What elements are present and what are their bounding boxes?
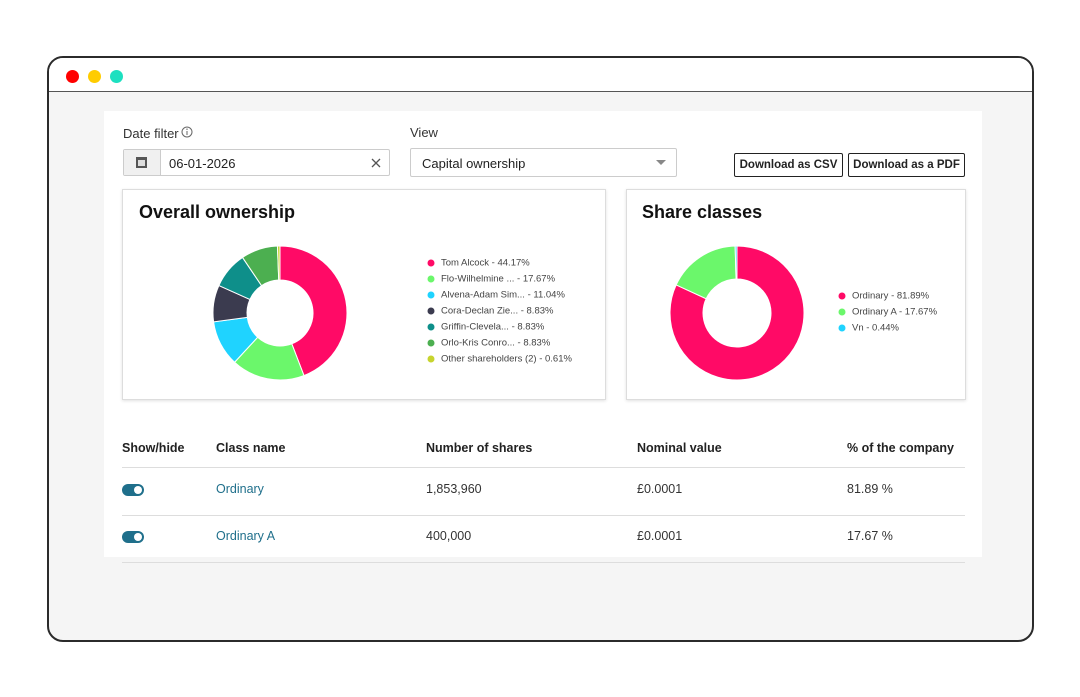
close-button[interactable] — [66, 70, 79, 83]
legend-entry: Vn - 0.44% — [852, 323, 900, 334]
calendar-icon — [136, 157, 147, 168]
column-header: Show/hide — [122, 441, 185, 455]
donut-segment — [734, 245, 738, 280]
calendar-button[interactable] — [124, 150, 161, 175]
clear-icon[interactable] — [371, 158, 381, 168]
table-cell: £0.0001 — [637, 482, 683, 496]
date-input[interactable]: 06-01-2026 — [123, 149, 390, 176]
class-name-link[interactable]: Ordinary A — [216, 529, 276, 543]
legend-entry: Alvena-Adam Sim... - 11.04% — [441, 290, 565, 301]
chart-title: Share classes — [642, 202, 763, 222]
legend-entry: Tom Alcock - 44.17% — [441, 258, 530, 269]
table-cell: 400,000 — [426, 529, 472, 543]
browser-window: Date filter 06-01-2026 View Capital owne… — [47, 56, 1034, 642]
column-header: Nominal value — [637, 441, 722, 455]
legend-entry: Other shareholders (2) - 0.61% — [441, 354, 573, 365]
class-name-link[interactable]: Ordinary — [216, 482, 264, 496]
table-cell: 17.67 % — [847, 529, 893, 543]
table-cell: 81.89 % — [847, 482, 893, 496]
download-csv-button[interactable]: Download as CSV — [734, 153, 843, 177]
legend-entry: Cora-Declan Zie... - 8.83% — [441, 306, 554, 317]
view-select[interactable]: Capital ownership — [410, 148, 677, 177]
dropdown-arrow — [656, 160, 666, 165]
table-cell: 1,853,960 — [426, 482, 482, 496]
chart-title: Overall ownership — [139, 202, 296, 222]
donut-segment — [279, 245, 348, 377]
legend-swatch — [427, 323, 435, 331]
legend-swatch — [427, 339, 435, 347]
download-pdf-button[interactable]: Download as a PDF — [848, 153, 965, 177]
view-value: Capital ownership — [422, 156, 526, 171]
legend-swatch — [838, 308, 846, 316]
donut-segment — [276, 245, 281, 281]
date-value: 06-01-2026 — [169, 156, 236, 171]
visibility-toggle[interactable] — [122, 484, 144, 496]
legend-entry: Griffin-Clevela... - 8.83% — [441, 322, 545, 333]
minimize-button[interactable] — [88, 70, 101, 83]
legend-entry: Ordinary A - 17.67% — [852, 307, 938, 318]
legend-swatch — [838, 324, 846, 332]
donut-segment — [669, 245, 805, 381]
table-cell: £0.0001 — [637, 529, 683, 543]
donut-chart: Tom Alcock - 44.17% Flo-Wilhelmine ... - … — [212, 245, 573, 381]
date-filter-label: Date filter — [123, 126, 193, 141]
row-divider — [122, 562, 965, 563]
legend-swatch — [427, 291, 435, 299]
legend-swatch — [427, 355, 435, 363]
legend-swatch — [838, 292, 846, 300]
legend-entry: Orlo-Kris Conro... - 8.83% — [441, 338, 551, 349]
row-divider — [122, 467, 965, 468]
title-bar — [49, 58, 1032, 92]
row-divider — [122, 515, 965, 516]
info-icon[interactable] — [181, 126, 193, 138]
visibility-toggle[interactable] — [122, 531, 144, 543]
share-classes-panel: Share classes Ordinary - 81.89% Ordinary … — [626, 189, 966, 400]
legend-entry: Flo-Wilhelmine ... - 17.67% — [441, 274, 556, 285]
column-header: Class name — [216, 441, 286, 455]
label-text: Date filter — [123, 126, 179, 141]
content-card: Date filter 06-01-2026 View Capital owne… — [104, 111, 982, 563]
legend-entry: Ordinary - 81.89% — [852, 291, 930, 302]
donut-chart: Ordinary - 81.89% Ordinary A - 17.67% Vn -… — [669, 245, 938, 381]
column-header: Number of shares — [426, 441, 533, 455]
legend-swatch — [427, 307, 435, 315]
share-class-table: Show/hide Class name Number of shares Nomin… — [122, 421, 965, 563]
legend-swatch — [427, 259, 435, 267]
maximize-button[interactable] — [110, 70, 123, 83]
column-header: % of the company — [847, 441, 954, 455]
legend-swatch — [427, 275, 435, 283]
overall-ownership-panel: Overall ownership Tom Alcock - 44.17% Flo… — [122, 189, 606, 400]
view-label: View — [410, 125, 438, 140]
